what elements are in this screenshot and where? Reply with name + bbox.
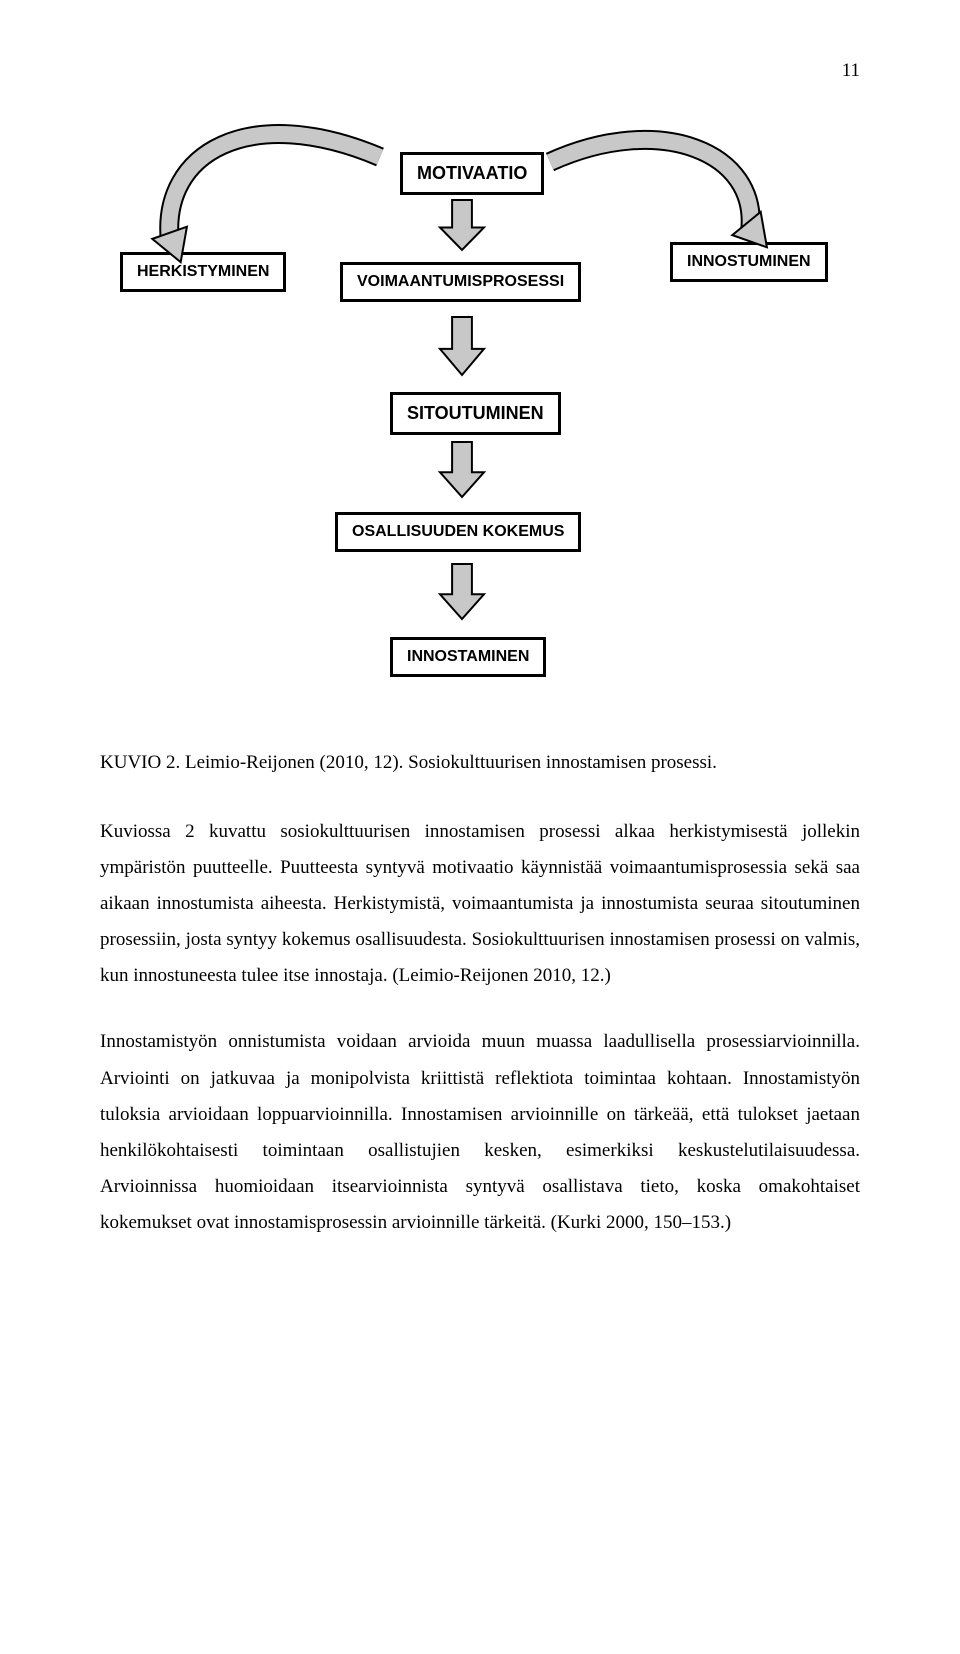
page-number: 11 (100, 60, 860, 82)
paragraph-1: Kuviossa 2 kuvattu sosiokulttuurisen inn… (100, 814, 860, 994)
paragraph-2: Innostamistyön onnistumista voidaan arvi… (100, 1024, 860, 1241)
flow-diagram: MOTIVAATIOHERKISTYMINENVOIMAANTUMISPROSE… (100, 92, 860, 712)
curved-arrows (100, 92, 860, 712)
figure-caption: KUVIO 2. Leimio-Reijonen (2010, 12). Sos… (100, 752, 860, 774)
